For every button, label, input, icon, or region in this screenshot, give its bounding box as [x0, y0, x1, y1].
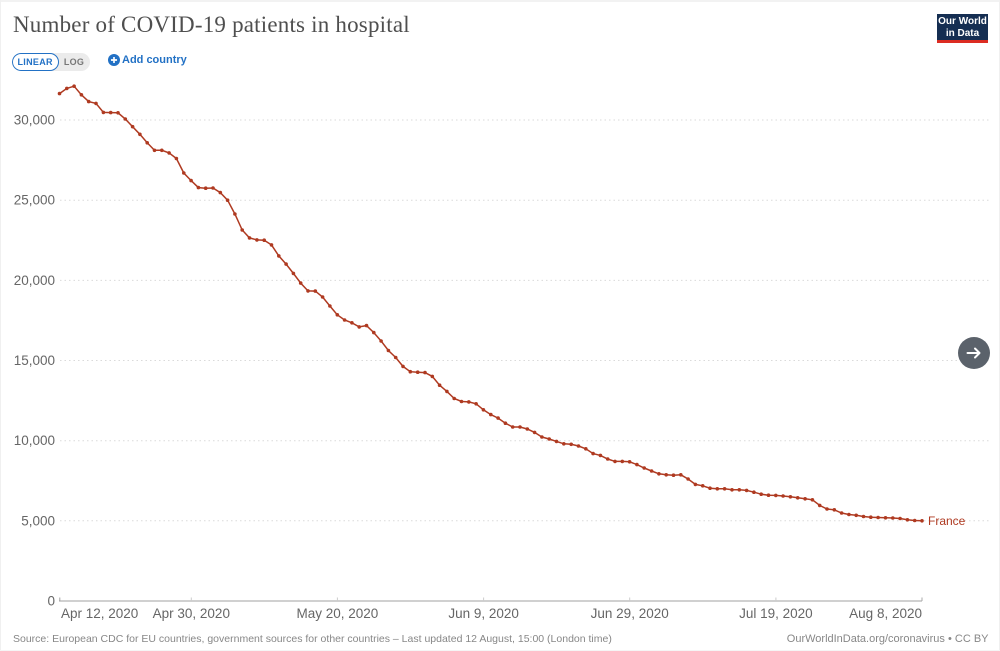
svg-text:Apr 30, 2020: Apr 30, 2020 — [153, 606, 230, 621]
svg-text:Aug 8, 2020: Aug 8, 2020 — [849, 606, 922, 621]
svg-text:15,000: 15,000 — [14, 353, 55, 368]
svg-text:France: France — [928, 514, 966, 528]
svg-text:30,000: 30,000 — [14, 113, 55, 128]
svg-text:20,000: 20,000 — [14, 273, 55, 288]
svg-text:5,000: 5,000 — [21, 513, 55, 528]
svg-text:0: 0 — [47, 594, 55, 609]
svg-text:May 20, 2020: May 20, 2020 — [296, 606, 378, 621]
svg-text:Apr 12, 2020: Apr 12, 2020 — [61, 606, 138, 621]
svg-text:Jun 29, 2020: Jun 29, 2020 — [591, 606, 669, 621]
svg-text:Jul 19, 2020: Jul 19, 2020 — [739, 606, 813, 621]
svg-text:10,000: 10,000 — [14, 433, 55, 448]
svg-text:Jun 9, 2020: Jun 9, 2020 — [448, 606, 519, 621]
svg-text:25,000: 25,000 — [14, 193, 55, 208]
